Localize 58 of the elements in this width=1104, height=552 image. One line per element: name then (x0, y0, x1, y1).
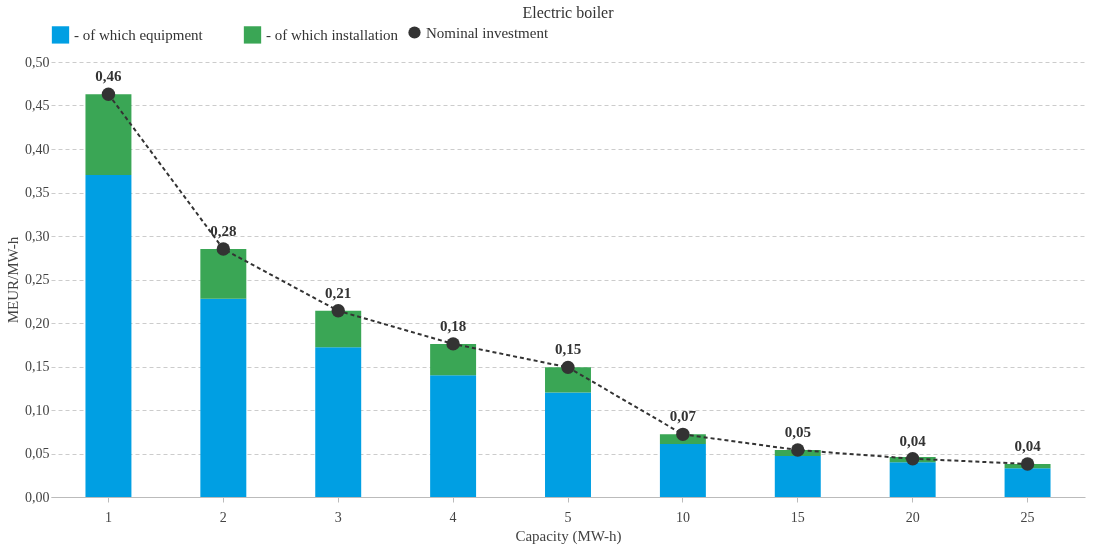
data-label: 0,46 (95, 68, 123, 85)
point (905, 452, 920, 466)
data-label: 0,28 (210, 223, 237, 240)
bar (315, 347, 362, 497)
x-tick-label: 4 (449, 509, 457, 525)
data-label: 0,04 (899, 432, 927, 449)
bar (545, 392, 591, 497)
bar (430, 343, 477, 376)
x-tick-label: 2 (219, 509, 227, 525)
bar (200, 249, 247, 299)
x-tick-label: 10 (675, 509, 690, 525)
y-tick-label: 0,40 (25, 141, 50, 157)
point (676, 427, 690, 442)
data-label: 0,07 (669, 408, 697, 425)
data-label: 0,15 (554, 341, 582, 358)
y-tick-label: 0,45 (25, 98, 50, 113)
point (216, 242, 231, 256)
bar (200, 298, 247, 497)
point (331, 304, 345, 318)
y-tick-label: 0,20 (25, 315, 50, 331)
legend-label: Nominal investment (426, 24, 549, 41)
bar (889, 462, 936, 497)
x-axis-title: Capacity (MW-h) (515, 527, 622, 545)
point (446, 337, 460, 351)
x-tick-label: 15 (790, 509, 805, 525)
x-tick-label: 5 (564, 509, 572, 525)
x-tick-label: 1 (104, 509, 112, 525)
x-tick-label: 25 (1020, 509, 1035, 525)
bar (1004, 468, 1051, 497)
x-tick-label: 3 (334, 509, 342, 525)
bar (85, 94, 132, 176)
y-tick-label: 0,10 (25, 402, 50, 418)
y-tick-label: 0,25 (25, 272, 50, 287)
data-label: 0,04 (1014, 437, 1042, 454)
point (791, 443, 805, 457)
bar (85, 175, 132, 497)
y-tick-label: 0,50 (25, 54, 50, 70)
bar (659, 443, 706, 497)
y-axis-title: MEUR/MW-h (5, 236, 21, 324)
legend-label: - of which equipment (74, 26, 204, 43)
point (561, 360, 575, 375)
chart-title: Electric boiler (522, 4, 615, 21)
y-tick-label: 0,35 (25, 185, 50, 200)
point (101, 87, 116, 101)
data-label: 0,21 (325, 284, 352, 301)
y-tick-label: 0,05 (25, 446, 50, 461)
point (1020, 457, 1035, 471)
bar (315, 310, 362, 348)
bar (430, 375, 477, 497)
bar (774, 456, 821, 497)
y-tick-label: 0,00 (25, 489, 50, 505)
data-label: 0,18 (439, 317, 467, 334)
x-tick-label: 20 (905, 509, 920, 525)
legend-label: - of which installation (266, 26, 399, 43)
data-label: 0,05 (784, 424, 811, 441)
y-tick-label: 0,30 (25, 228, 50, 244)
bar (545, 367, 591, 393)
y-tick-label: 0,15 (25, 359, 50, 374)
